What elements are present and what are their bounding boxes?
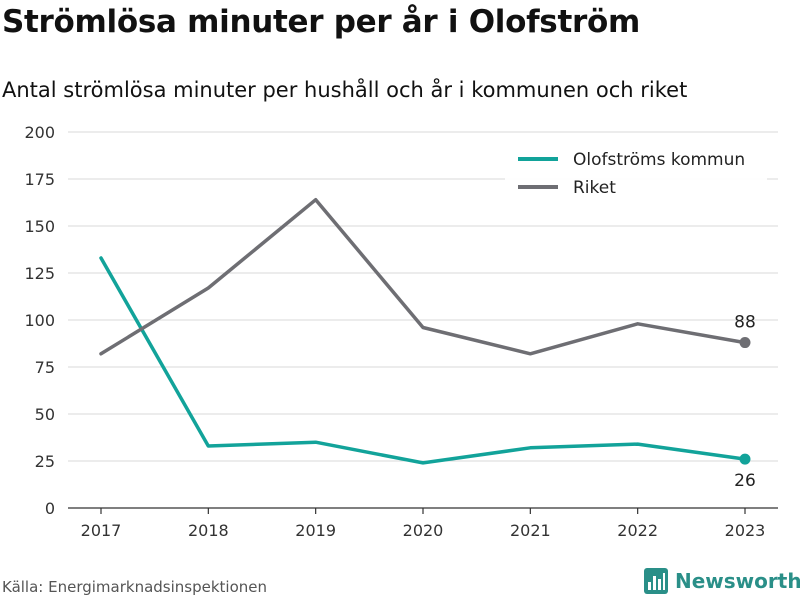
x-tick-label-2022: 2022 xyxy=(617,521,658,540)
x-tick-label-2019: 2019 xyxy=(295,521,336,540)
y-tick-label-0: 0 xyxy=(45,499,55,518)
series-line-1 xyxy=(99,197,747,356)
x-tick-label-2021: 2021 xyxy=(510,521,551,540)
data-label-0: 26 xyxy=(734,471,756,491)
chart-title: Strömlösa minuter per år i Olofström xyxy=(2,4,640,40)
source-note: Källa: Energimarknadsinspektionen xyxy=(2,578,268,596)
legend-label-1: Riket xyxy=(573,178,616,198)
brand-logo: Newsworthy xyxy=(644,568,800,594)
y-tick-label-50: 50 xyxy=(35,405,55,424)
y-tick-label-150: 150 xyxy=(24,217,55,236)
data-point-1-2023 xyxy=(739,337,751,349)
x-tick-label-2020: 2020 xyxy=(403,521,444,540)
y-tick-label-100: 100 xyxy=(24,311,55,330)
series-line-0 xyxy=(99,256,747,465)
bar-chart-icon xyxy=(644,568,668,594)
x-tick-label-2018: 2018 xyxy=(188,521,229,540)
y-tick-label-175: 175 xyxy=(24,170,55,189)
x-tick-label-2023: 2023 xyxy=(725,521,766,540)
legend-box xyxy=(505,140,767,206)
data-label-1: 88 xyxy=(734,313,756,333)
chart-subtitle: Antal strömlösa minuter per hushåll och … xyxy=(2,78,688,102)
brand-name: Newsworthy xyxy=(675,569,800,593)
y-tick-label-75: 75 xyxy=(35,358,55,377)
y-tick-label-125: 125 xyxy=(24,264,55,283)
x-tick-label-2017: 2017 xyxy=(81,521,122,540)
legend-label-0: Olofströms kommun xyxy=(573,150,745,170)
data-point-0-2023 xyxy=(739,453,751,465)
y-tick-label-25: 25 xyxy=(35,452,55,471)
y-tick-label-200: 200 xyxy=(24,123,55,142)
